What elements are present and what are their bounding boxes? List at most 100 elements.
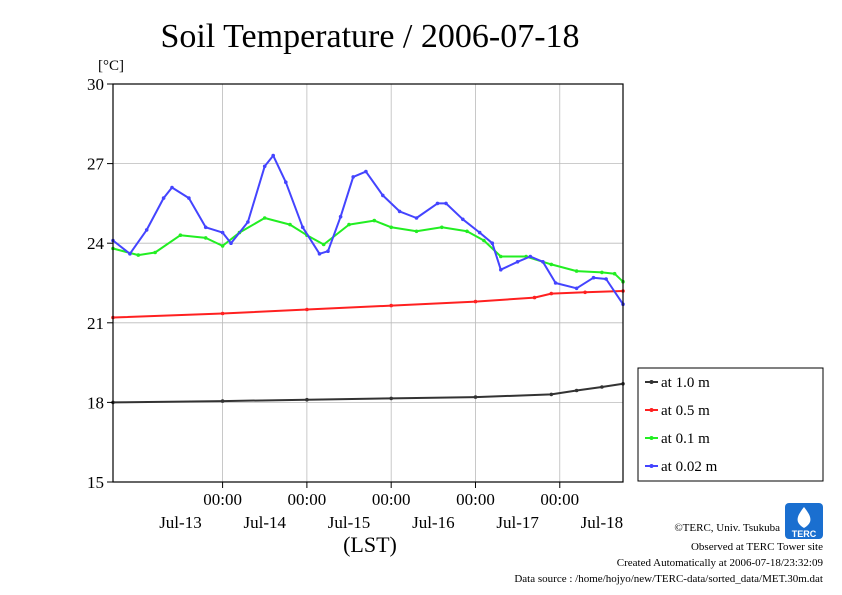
data-point [482, 238, 486, 243]
data-point [288, 222, 292, 227]
data-point [532, 295, 537, 300]
data-point [321, 242, 326, 247]
series-0 [111, 382, 625, 405]
data-point [262, 164, 267, 169]
data-point [574, 286, 579, 291]
chart-title: Soil Temperature / 2006-07-18 [160, 18, 579, 55]
legend-label: at 1.0 m [661, 375, 710, 391]
data-point [128, 252, 132, 256]
x-time-label: 00:00 [456, 490, 495, 509]
data-point [389, 396, 394, 401]
data-point [229, 241, 233, 245]
series-2 [111, 216, 625, 284]
data-point [490, 241, 495, 245]
data-point [178, 233, 183, 237]
data-point [136, 253, 141, 257]
legend-label: at 0.02 m [661, 459, 718, 475]
data-point [549, 392, 554, 397]
data-point [144, 228, 149, 232]
legend-marker [649, 464, 654, 468]
legend-entry: at 0.5 m [645, 403, 710, 419]
data-point [499, 267, 503, 272]
data-point [389, 225, 394, 230]
data-point [161, 196, 166, 200]
logo-text: TERC [792, 529, 817, 539]
data-point [600, 385, 604, 389]
data-point [203, 236, 208, 240]
observed-site-text: Observed at TERC Tower site [691, 541, 823, 553]
y-tick-label: 18 [87, 393, 104, 412]
data-point [187, 196, 191, 200]
x-time-label: 00:00 [288, 490, 327, 509]
x-time-label: 00:00 [372, 490, 411, 509]
legend-entry: at 0.02 m [645, 459, 718, 475]
data-point [170, 185, 174, 190]
data-point [284, 180, 288, 184]
x-date-label: Jul-16 [412, 513, 455, 532]
data-point [549, 262, 554, 267]
data-point [326, 249, 330, 253]
x-date-label: Jul-13 [159, 513, 202, 532]
data-point [515, 260, 520, 264]
data-point [246, 220, 250, 224]
data-point [220, 230, 225, 235]
data-point [203, 225, 208, 230]
data-point [381, 193, 385, 198]
legend-label: at 0.5 m [661, 403, 710, 419]
series-1 [111, 289, 625, 320]
legend-marker [649, 380, 654, 384]
x-date-label: Jul-18 [581, 513, 624, 532]
data-point [591, 275, 596, 280]
legend-entry: at 1.0 m [645, 375, 710, 391]
data-point [574, 388, 579, 393]
legend-marker [649, 408, 654, 412]
copyright-text: ©TERC, Univ. Tsukuba [674, 522, 780, 534]
data-point [604, 277, 608, 281]
data-point [541, 260, 545, 264]
x-axis-label: (LST) [343, 532, 397, 557]
data-point [583, 290, 587, 295]
data-point [461, 217, 465, 222]
data-point [305, 397, 309, 402]
data-point [600, 270, 604, 275]
y-tick-label: 15 [87, 473, 104, 492]
data-point [414, 229, 419, 234]
y-tick-label: 30 [87, 75, 104, 94]
data-point [528, 254, 533, 259]
data-point [220, 311, 225, 316]
data-point [305, 307, 309, 312]
data-point [153, 250, 157, 255]
data-point [549, 291, 554, 296]
data-point [414, 216, 419, 220]
data-point [574, 269, 579, 273]
data-point [347, 222, 351, 227]
data-point [465, 229, 469, 234]
created-timestamp-text: Created Automatically at 2006-07-18/23:3… [617, 557, 824, 569]
data-point [372, 218, 377, 223]
y-tick-label: 24 [87, 234, 105, 253]
y-axis-ticks: 15 18 21 24 27 30 [87, 75, 113, 492]
legend-label: at 0.1 m [661, 431, 710, 447]
series-line [112, 217, 624, 283]
plot-frame [112, 83, 624, 483]
legend-marker [649, 436, 654, 440]
data-point [317, 252, 322, 256]
series-3 [111, 153, 625, 307]
data-point [499, 254, 503, 259]
data-point [612, 271, 617, 276]
data-point [364, 169, 368, 174]
series-line [112, 290, 624, 319]
data-point [389, 303, 394, 308]
x-time-label: 00:00 [203, 490, 242, 509]
grid-lines [113, 83, 623, 483]
legend: at 1.0 m at 0.5 m at 0.1 m at 0.02 m [637, 367, 824, 482]
legend-entry: at 0.1 m [645, 431, 710, 447]
y-tick-label: 27 [87, 155, 105, 174]
x-time-label: 00:00 [540, 490, 579, 509]
data-point [435, 201, 440, 206]
x-date-label: Jul-15 [328, 513, 371, 532]
data-point [220, 399, 225, 403]
data-point [271, 153, 276, 158]
